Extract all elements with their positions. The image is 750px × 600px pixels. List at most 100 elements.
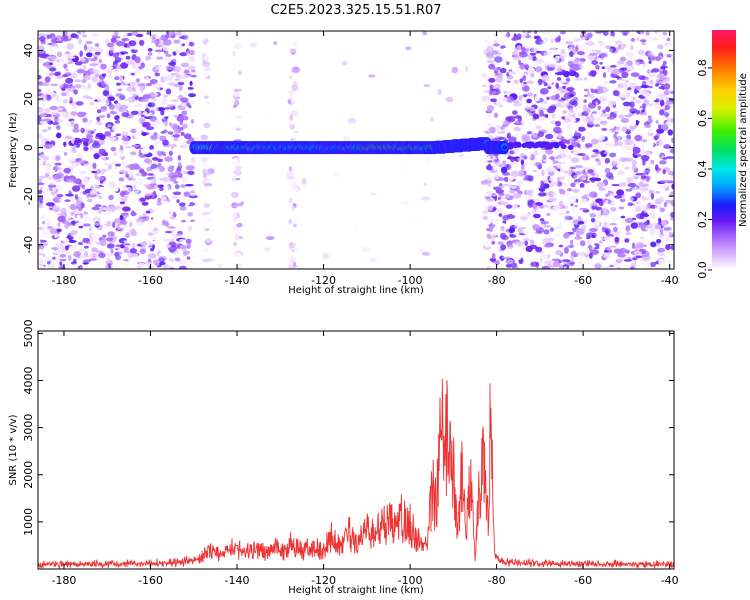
spectrogram-cell — [482, 210, 490, 214]
spectrogram-cell — [580, 252, 585, 256]
snr-plot-area — [38, 378, 674, 569]
spectrogram-cell — [595, 31, 604, 34]
spectrogram-cell — [613, 226, 618, 233]
spectrogram-cell — [499, 62, 507, 65]
spectrogram-cell — [293, 174, 298, 180]
spectrogram-cell — [157, 43, 165, 47]
spectrogram-cell — [82, 262, 89, 265]
spectrogram-cell — [595, 101, 599, 105]
spectrogram-cell — [645, 227, 649, 230]
spectrogram-cell — [619, 157, 628, 163]
spectrogram-cell — [577, 221, 585, 225]
spectrogram-cell — [575, 117, 581, 122]
spectrogram-cell — [237, 88, 242, 92]
spectrogram-cell — [152, 157, 159, 161]
spectrogram-cell — [516, 253, 522, 260]
spectrogram-cell — [569, 117, 578, 123]
spectrogram-cell — [513, 54, 521, 61]
spectrogram-cell — [47, 225, 53, 229]
spectrogram-cell — [289, 114, 293, 121]
spectrogram-cell — [115, 115, 120, 120]
spectrogram-cell — [71, 146, 76, 152]
spectrogram-cell — [609, 152, 617, 158]
spectrogram-cell — [562, 261, 568, 265]
x-tick-label: -140 — [225, 574, 250, 587]
spectrogram-cell — [120, 161, 128, 166]
spectrogram-cell — [610, 215, 618, 222]
spectrogram-cell — [495, 76, 503, 83]
spectrogram-cell — [172, 105, 176, 110]
spectrogram-cell — [74, 63, 77, 70]
spectrogram-cell — [92, 69, 100, 73]
spectrogram-cell — [622, 101, 632, 107]
spectrogram-cell — [620, 215, 626, 219]
spectrogram-cell — [123, 240, 129, 243]
spectrogram-cell — [500, 244, 507, 251]
spectrogram-cell — [93, 105, 98, 112]
spectrogram-cell — [67, 212, 72, 219]
spectrogram-cell — [577, 143, 581, 149]
spectrogram-cell — [494, 260, 500, 266]
spectrogram-cell — [131, 62, 138, 69]
spectrogram-cell — [123, 250, 130, 254]
spectrogram-cell — [191, 69, 196, 73]
spectrogram-cell — [514, 163, 518, 170]
spectrogram-cell — [659, 160, 667, 165]
spectrogram-cell — [174, 151, 181, 155]
spectrogram-cell — [100, 106, 107, 112]
spectrogram-cell — [640, 236, 645, 240]
spectrogram-cell — [58, 119, 64, 123]
spectrogram-cell — [119, 180, 123, 186]
spectrogram-cell — [124, 146, 132, 149]
spectrogram-cell — [101, 85, 105, 88]
spectrogram-cell — [394, 242, 400, 248]
spectrogram-cell — [516, 33, 522, 40]
spectrogram-cell — [500, 166, 508, 174]
spectrogram-cell — [163, 94, 169, 98]
spectrogram-cell — [617, 135, 621, 141]
spectrogram-cell — [486, 41, 491, 44]
spectrogram-cell — [615, 40, 623, 46]
spectrogram-cell — [650, 37, 659, 41]
spectrogram-cell — [129, 159, 133, 162]
spectrogram-cell — [590, 249, 600, 256]
spectrogram-cell — [135, 189, 140, 193]
spectrogram-cell — [172, 234, 178, 239]
y-tick-label: 3000 — [22, 414, 35, 442]
spectrogram-cell — [54, 250, 60, 255]
spectrogram-cell — [620, 118, 630, 123]
spectrogram-cell — [65, 68, 69, 72]
spectrogram-cell — [537, 131, 545, 138]
spectrogram-cell — [577, 126, 586, 132]
spectrogram-cell — [654, 224, 662, 230]
spectrogram-cell — [89, 119, 93, 123]
spectrogram-cell — [518, 52, 528, 58]
spectrogram-cell — [531, 47, 538, 52]
spectrogram-cell — [287, 122, 296, 126]
spectrogram-cell — [552, 89, 561, 94]
spectrogram-cell — [589, 177, 598, 181]
spectrogram-cell — [178, 45, 184, 50]
spectrogram-cell — [110, 146, 117, 152]
spectrogram-cell — [506, 204, 513, 209]
spectrogram-cell — [40, 108, 46, 115]
spectrogram-cell — [118, 224, 126, 229]
spectrogram-cell — [585, 48, 593, 53]
spectrogram-cell — [233, 212, 238, 218]
y-tick-label: 20 — [22, 92, 35, 106]
spectrogram-cell — [597, 160, 602, 166]
spectrogram-cell — [406, 215, 415, 219]
spectrogram-cell — [203, 203, 211, 208]
spectrogram-cell — [62, 142, 67, 146]
spectrogram-cell — [150, 265, 155, 269]
spectrogram-cell — [104, 131, 112, 138]
spectrogram-cell — [505, 264, 512, 268]
spectrogram-cell — [593, 153, 599, 158]
spectrogram-cell — [590, 83, 597, 90]
spectrogram-cell — [50, 35, 56, 41]
spectrogram-cell — [124, 131, 128, 138]
spectrogram-cell — [451, 66, 459, 74]
spectrogram-cell — [635, 242, 645, 248]
spectrogram-cell — [142, 69, 146, 73]
spectrogram-cell — [504, 90, 511, 94]
